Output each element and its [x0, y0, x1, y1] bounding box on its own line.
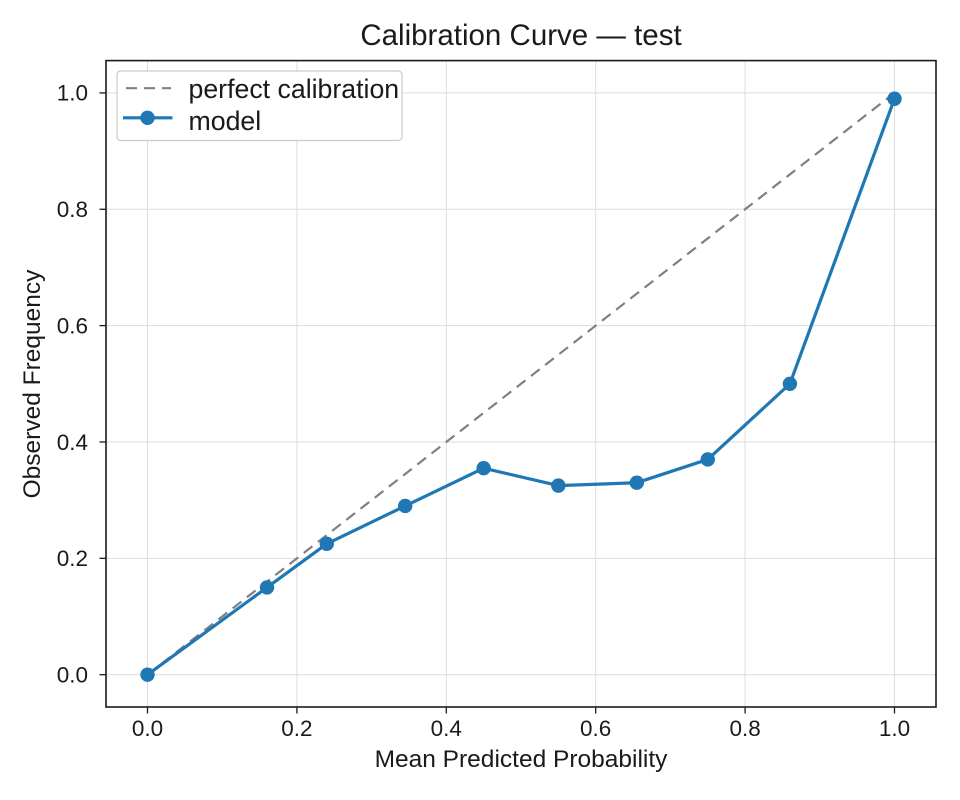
svg-text:1.0: 1.0: [879, 716, 910, 741]
svg-text:perfect calibration: perfect calibration: [189, 74, 400, 104]
svg-text:0.6: 0.6: [580, 716, 611, 741]
svg-text:0.2: 0.2: [57, 546, 88, 571]
svg-text:0.4: 0.4: [57, 430, 88, 455]
svg-text:0.8: 0.8: [729, 716, 760, 741]
svg-text:0.0: 0.0: [132, 716, 163, 741]
svg-text:0.0: 0.0: [57, 663, 88, 688]
svg-text:model: model: [189, 106, 262, 136]
svg-text:0.6: 0.6: [57, 313, 88, 338]
svg-text:0.2: 0.2: [281, 716, 312, 741]
svg-text:0.8: 0.8: [57, 197, 88, 222]
svg-text:1.0: 1.0: [57, 81, 88, 106]
svg-text:0.4: 0.4: [431, 716, 462, 741]
